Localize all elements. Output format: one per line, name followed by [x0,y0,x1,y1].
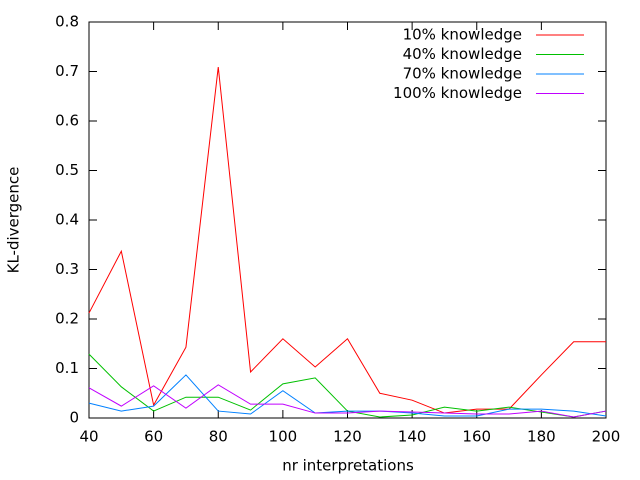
series-line [88,66,606,414]
x-tick-label: 180 [527,428,556,446]
x-tick-label: 60 [144,428,163,446]
y-axis-label: KL-divergence [5,167,23,274]
x-tick-label: 40 [79,428,98,446]
x-tick-label: 100 [269,428,298,446]
x-tick-label: 160 [462,428,491,446]
y-tick-label: 0.7 [55,62,79,80]
x-tick-label: 80 [209,428,228,446]
y-tick-label: 0.5 [55,161,79,179]
x-axis-label: nr interpretations [282,457,414,475]
y-tick-label: 0.6 [55,112,79,130]
plot-frame [88,21,607,419]
y-tick-label: 0.2 [55,310,79,328]
legend-label: 70% knowledge [403,65,522,83]
y-tick-label: 0.4 [55,211,79,229]
x-tick-label: 200 [592,428,621,446]
legend-label: 100% knowledge [393,84,522,102]
legend-label: 40% knowledge [403,45,522,63]
y-tick-label: 0.3 [55,260,79,278]
y-tick-label: 0.8 [55,13,79,31]
series-line [88,384,607,418]
x-tick-label: 120 [333,428,362,446]
legend-label: 10% knowledge [403,26,522,44]
y-tick-label: 0.1 [55,359,79,377]
y-tick-label: 0 [69,409,79,427]
x-tick-label: 140 [398,428,427,446]
series-line [88,353,607,418]
series-line [88,374,607,417]
